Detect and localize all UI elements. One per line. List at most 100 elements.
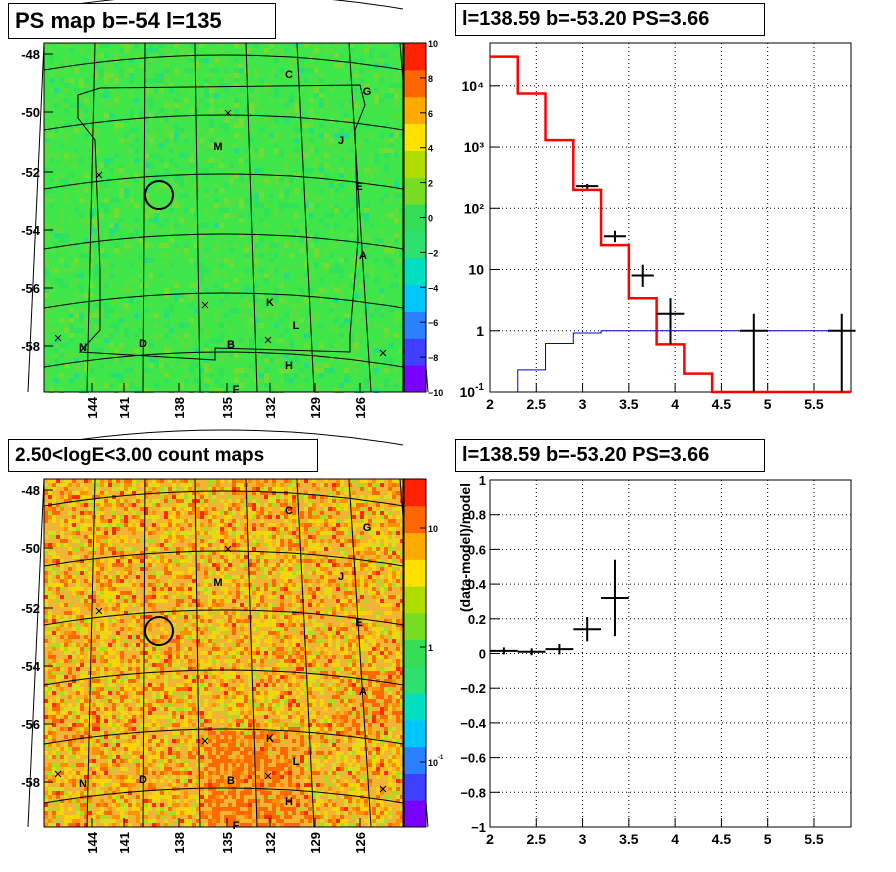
residual-y-tick-label: 0.2 [468, 612, 486, 627]
ps-map-x-tick-label: 144 [85, 396, 100, 418]
ps-map-y-tick-label: -58 [21, 339, 40, 354]
spectrum-y-tick-label: 10-1 [460, 382, 485, 400]
count-map-grid-lines [27, 429, 429, 828]
count-map-frame [43, 478, 404, 828]
ps-map-colorbar-segment [404, 177, 426, 205]
spectrum-background-histogram [517, 330, 851, 392]
ps-map-marker [201, 301, 209, 309]
spectrum-title: l=138.59 b=-53.20 PS=3.66 [455, 3, 765, 36]
count-map-marker [379, 785, 387, 793]
ps-map-source-label-l: L [293, 320, 300, 332]
residual-x-tick-label: 4 [671, 831, 679, 847]
ps-map-x-tick-label: 141 [117, 397, 132, 419]
ps-map-y-tick-label: -52 [21, 165, 40, 180]
count-map-source-label-l: L [293, 756, 300, 768]
ps-map-colorbar-tick-label: −6 [428, 318, 438, 328]
ps-map-colorbar-segment [404, 43, 426, 71]
ps-map-source-label-g: G [363, 86, 372, 98]
ps-map-y-tick-label: -48 [21, 47, 40, 62]
count-map-colorbar-segment [404, 746, 426, 774]
count-map-y-tick-label: -48 [21, 483, 40, 498]
ps-map-x-tick-label: 135 [220, 397, 235, 419]
spectrum-y-tick-label: 10⁴ [462, 78, 485, 94]
count-map-colorbar-tick-label: 1 [428, 643, 433, 653]
residual-y-tick-label: 0 [479, 647, 486, 662]
count-map-colorbar-frame [403, 478, 427, 828]
count-map-colorbar-segment [404, 666, 426, 694]
count-map-source-label-m: M [213, 577, 222, 589]
count-map-x-tick-label: 141 [117, 832, 132, 854]
count-map-colorbar-segment [404, 800, 426, 828]
ps-map-colorbar-tick-label: 8 [428, 74, 433, 84]
count-map-source-label-j: J [338, 571, 344, 583]
residual-y-tick-label: −1 [471, 820, 486, 835]
spectrum-y-tick-label: 1 [476, 323, 484, 339]
ps-map-colorbar-segment [404, 123, 426, 151]
residual-y-axis-label: (data-model)/model [457, 483, 473, 612]
spectrum-x-tick-label: 5 [764, 396, 772, 412]
count-map-y-tick-label: -56 [21, 717, 40, 732]
count-map-y-tick-label: -50 [21, 541, 40, 556]
ps-map-colorbar-tick-label: 2 [428, 179, 433, 189]
ps-map-title: PS map b=-54 l=135 [8, 3, 276, 39]
spectrum-plot [489, 42, 856, 394]
residual-title: l=138.59 b=-53.20 PS=3.66 [455, 439, 765, 472]
residual-x-tick-label: 2 [486, 831, 494, 847]
ps-map-colorbar-tick-label: −10 [428, 388, 443, 398]
count-map-y-tick-label: -52 [21, 601, 40, 616]
ps-map-x-tick-label: 129 [308, 397, 323, 419]
count-map-colorbar-segment [404, 612, 426, 641]
ps-map-y-tick-label: -50 [21, 105, 40, 120]
ps-map-source-label-e: E [355, 181, 362, 193]
ps-map-colorbar-segment [404, 311, 426, 339]
spectrum-y-tick-label: 10² [464, 200, 485, 216]
ps-map-colorbar-segment [404, 230, 426, 259]
residual-y-tick-label: −0.2 [460, 681, 486, 696]
ps-map-colorbar-tick-label: −2 [428, 248, 438, 258]
residual-x-tick-label: 5.5 [804, 831, 824, 847]
spectrum-y-tick-label: 10 [468, 262, 484, 278]
residual-y-tick-label: 0.8 [468, 508, 486, 523]
count-map-source-label-g: G [363, 522, 372, 534]
count-map-colorbar-segment [404, 479, 426, 507]
residual-x-tick-label: 3 [579, 831, 587, 847]
count-map-marker [54, 770, 62, 778]
spectrum-x-tick-label: 3 [579, 396, 587, 412]
residual-y-tick-label: 0.6 [468, 542, 486, 557]
count-map-source-label-a: A [359, 686, 367, 698]
residual-x-tick-label: 3.5 [619, 831, 639, 847]
count-map-source-label-d: D [139, 774, 147, 786]
ps-map-source-label-a: A [359, 250, 367, 262]
ps-map-colorbar-segment [404, 96, 426, 125]
ps-map-marker [379, 349, 387, 357]
ps-map-source-label-j: J [338, 135, 344, 147]
ps-map-colorbar-tick-label: 0 [428, 214, 433, 224]
ps-map-source-label-d: D [139, 338, 147, 350]
count-map-plot [27, 429, 429, 828]
ps-map-x-tick-label: 132 [263, 397, 278, 419]
residual-y-tick-label: 0.4 [468, 577, 487, 592]
residual-y-tick-label: −0.4 [460, 716, 486, 731]
ps-map-colorbar-segment [404, 69, 426, 98]
ps-map-source-label-f: F [233, 384, 240, 396]
count-map-source-label-k: K [266, 733, 274, 745]
count-map-colorbar-segment [404, 532, 426, 560]
count-map-colorbar-segment [404, 559, 426, 587]
ps-map-colorbar-segment [404, 257, 426, 286]
ps-map-colorbar-tick-label: −4 [428, 283, 438, 293]
ps-map-plot [27, 0, 429, 393]
residual-y-tick-label: 1 [479, 473, 486, 488]
ps-map-colorbar-tick-label: 4 [428, 144, 433, 154]
count-map-colorbar-segment [404, 639, 426, 667]
count-map-colorbar-segment [404, 693, 426, 721]
ps-map-colorbar-segment [404, 338, 426, 366]
spectrum-x-tick-label: 2 [486, 396, 494, 412]
ps-map-colorbar-segment [404, 150, 426, 178]
residual-y-tick-label: −0.6 [460, 751, 486, 766]
count-map-colorbar-tick-label: 10 [428, 524, 438, 534]
count-map-colorbar-segment [404, 586, 426, 614]
ps-map-marker [95, 171, 103, 179]
ps-map-marker [264, 336, 272, 344]
ps-map-source-label-c: C [285, 69, 293, 81]
